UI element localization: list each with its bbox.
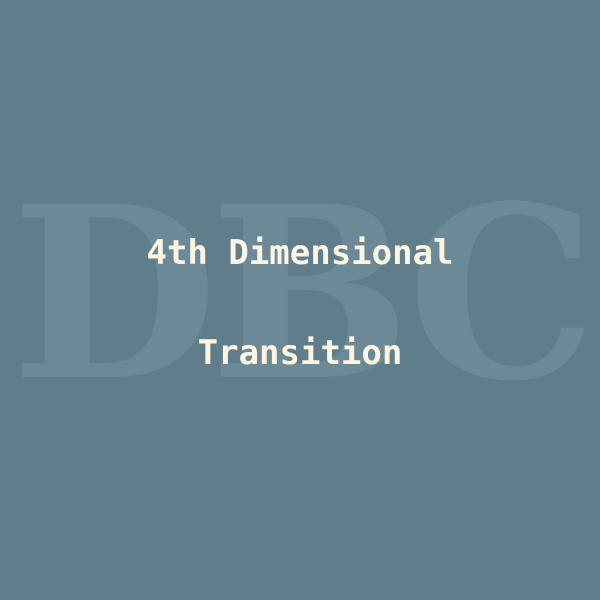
watermark-logo: DBC [11, 155, 596, 434]
title-line-1: 4th Dimensional [146, 233, 454, 273]
title-line-2: Transition [197, 333, 403, 373]
